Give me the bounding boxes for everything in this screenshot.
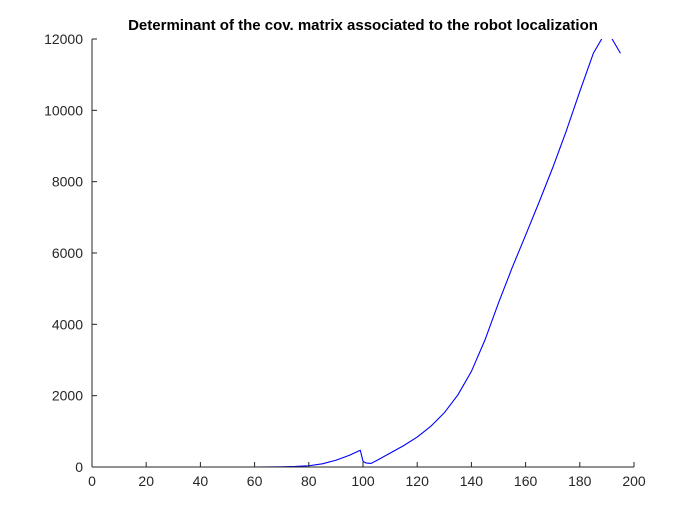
y-tick-label-1: 2000 bbox=[52, 388, 83, 404]
x-tick-label-10: 200 bbox=[622, 473, 646, 489]
y-tick-label-6: 12000 bbox=[44, 31, 83, 47]
x-tick-label-8: 160 bbox=[514, 473, 538, 489]
x-tick-label-1: 20 bbox=[138, 473, 154, 489]
axes: 0 20 40 60 80 100 120 140 160 180 2000200040006000… bbox=[44, 31, 646, 489]
x-tick-label-9: 180 bbox=[568, 473, 592, 489]
y-tick-label-2: 4000 bbox=[52, 316, 83, 332]
y-tick-label-4: 8000 bbox=[52, 174, 83, 190]
x-tick-label-5: 100 bbox=[351, 473, 375, 489]
chart-title: Determinant of the cov. matrix associate… bbox=[128, 17, 598, 34]
y-tick-label-3: 6000 bbox=[52, 245, 83, 261]
y-tick-label-5: 10000 bbox=[44, 102, 83, 118]
x-tick-label-4: 80 bbox=[301, 473, 317, 489]
x-tick-label-2: 40 bbox=[193, 473, 209, 489]
x-tick-label-6: 120 bbox=[406, 473, 430, 489]
x-tick-label-0: 0 bbox=[88, 473, 96, 489]
x-tick-label-7: 140 bbox=[460, 473, 484, 489]
x-tick-label-3: 60 bbox=[247, 473, 263, 489]
y-tick-label-0: 0 bbox=[75, 459, 83, 475]
